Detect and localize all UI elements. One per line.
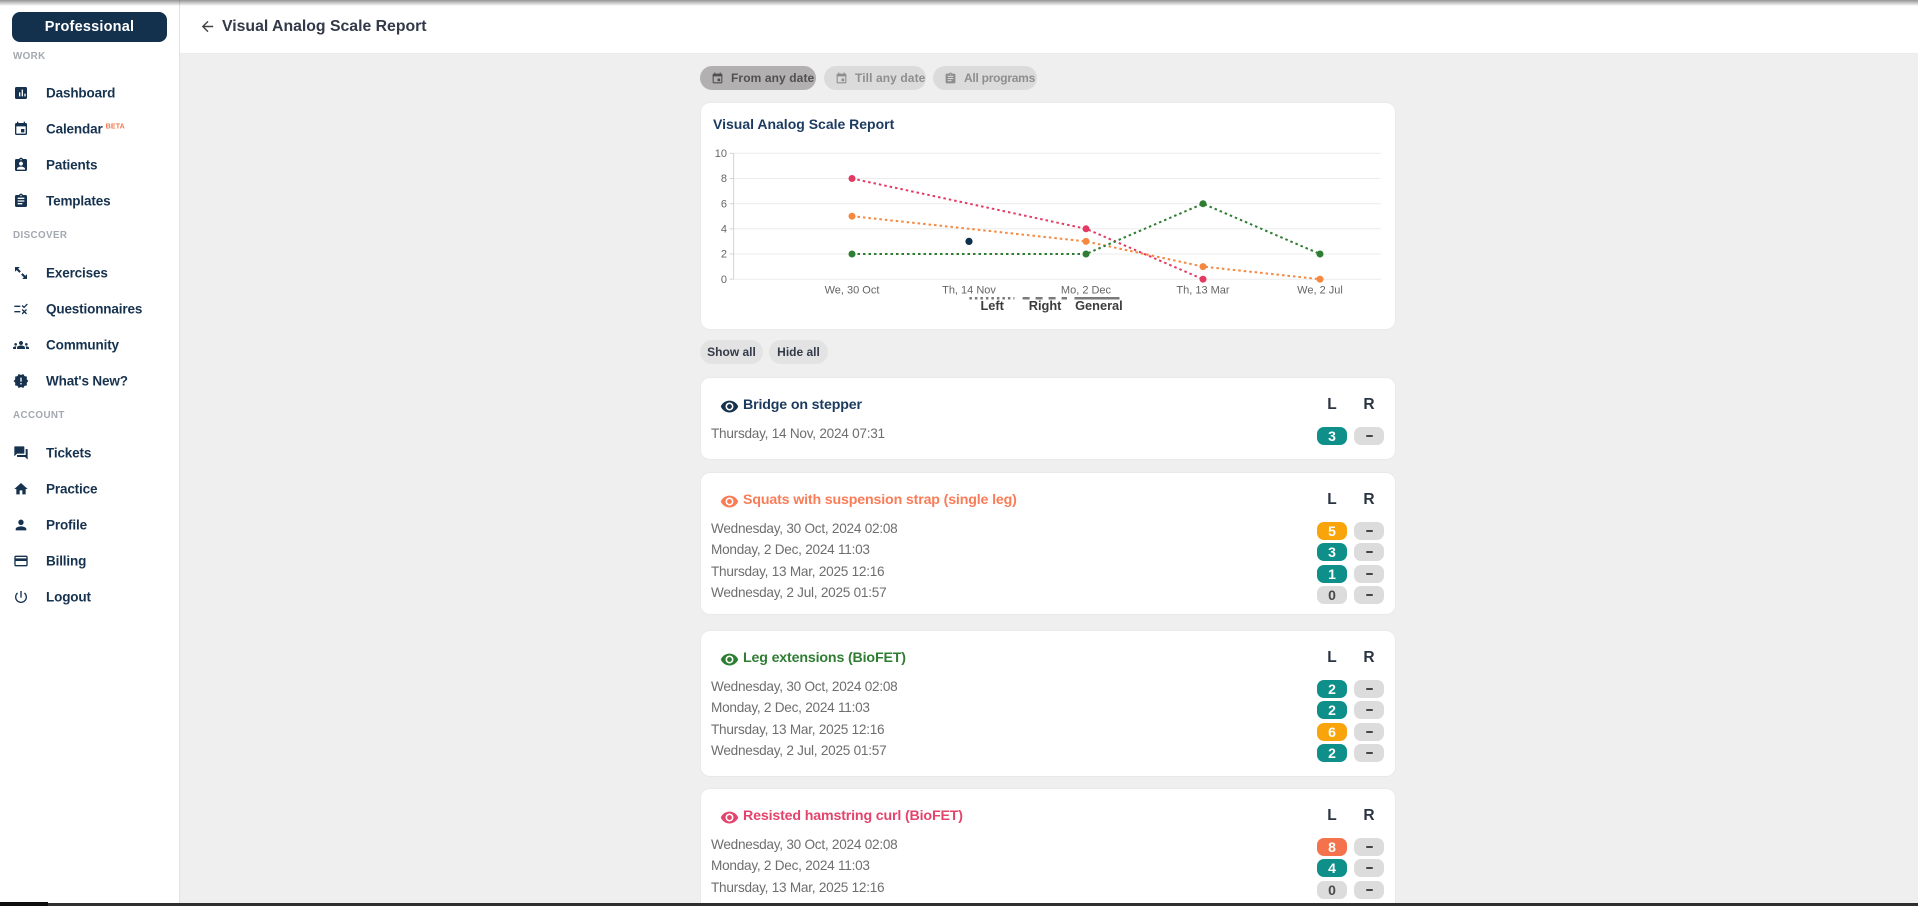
svg-text:8: 8	[721, 173, 727, 185]
svg-text:4: 4	[721, 224, 727, 236]
svg-text:We, 30 Oct: We, 30 Oct	[825, 285, 880, 297]
svg-text:Th, 13 Mar: Th, 13 Mar	[1176, 285, 1230, 297]
svg-text:Left: Left	[980, 298, 1004, 313]
svg-text:We, 2 Jul: We, 2 Jul	[1297, 285, 1343, 297]
svg-text:0: 0	[721, 274, 727, 286]
svg-text:Right: Right	[1029, 298, 1062, 313]
svg-text:Th, 14 Nov: Th, 14 Nov	[942, 285, 996, 297]
svg-text:Mo, 2 Dec: Mo, 2 Dec	[1061, 285, 1112, 297]
svg-text:2: 2	[721, 249, 727, 261]
svg-text:General: General	[1075, 298, 1123, 313]
svg-text:6: 6	[721, 198, 727, 210]
svg-text:10: 10	[715, 148, 727, 160]
